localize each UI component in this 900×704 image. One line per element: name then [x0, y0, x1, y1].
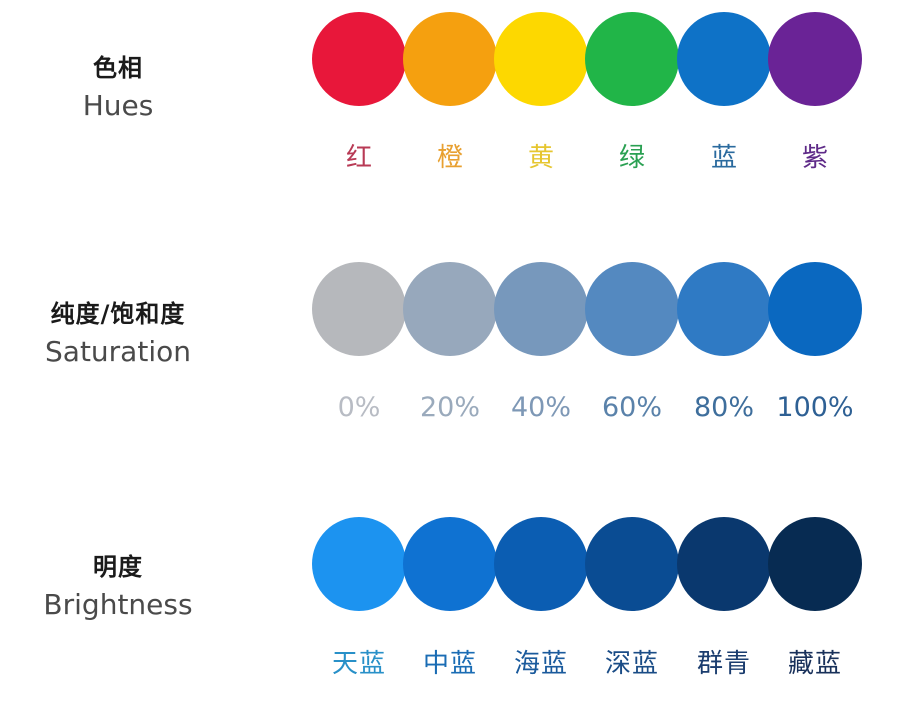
brightness-label-sky-blue: 天蓝	[331, 649, 386, 679]
saturation-swatch-0	[312, 262, 406, 356]
hues-title-zh: 色相	[93, 54, 143, 82]
hues-row: 色相 Hues 红 橙 黄 绿 蓝 紫	[0, 0, 900, 180]
saturation-title: 纯度/饱和度 Saturation	[0, 302, 236, 366]
saturation-swatches	[312, 262, 864, 356]
hues-labels: 红 橙 黄 绿 蓝 紫	[312, 137, 864, 177]
brightness-swatch-navy	[768, 517, 862, 611]
saturation-title-en: Saturation	[45, 335, 191, 368]
saturation-label-60: 60%	[601, 392, 662, 423]
hue-label-red: 红	[345, 143, 372, 173]
hue-label-purple: 紫	[801, 143, 828, 173]
hues-title-en: Hues	[82, 89, 154, 122]
saturation-row: 纯度/饱和度 Saturation 0% 20% 40% 60% 80% 100…	[0, 250, 900, 430]
saturation-label-20: 20%	[419, 392, 480, 423]
brightness-title: 明度 Brightness	[0, 555, 236, 619]
brightness-row: 明度 Brightness 天蓝 中蓝 海蓝 深蓝 群青 藏蓝	[0, 505, 900, 685]
brightness-label-navy: 藏蓝	[787, 649, 842, 679]
hue-label-blue: 蓝	[710, 143, 737, 173]
hue-swatch-green	[585, 12, 679, 106]
brightness-swatch-sea-blue	[494, 517, 588, 611]
saturation-labels: 0% 20% 40% 60% 80% 100%	[312, 392, 864, 432]
hue-swatch-purple	[768, 12, 862, 106]
hue-swatch-blue	[677, 12, 771, 106]
brightness-swatches	[312, 517, 864, 611]
brightness-label-ultramarine: 群青	[696, 649, 751, 679]
hue-label-yellow: 黄	[527, 143, 554, 173]
saturation-label-40: 40%	[510, 392, 571, 423]
hue-swatch-orange	[403, 12, 497, 106]
brightness-swatch-sky-blue	[312, 517, 406, 611]
saturation-swatch-40	[494, 262, 588, 356]
hue-label-orange: 橙	[436, 143, 463, 173]
saturation-label-80: 80%	[693, 392, 754, 423]
hues-swatches	[312, 12, 864, 106]
brightness-label-deep-blue: 深蓝	[604, 649, 659, 679]
saturation-label-100: 100%	[776, 392, 854, 423]
saturation-swatch-80	[677, 262, 771, 356]
saturation-title-zh: 纯度/饱和度	[50, 300, 186, 328]
brightness-label-sea-blue: 海蓝	[513, 649, 568, 679]
hue-swatch-yellow	[494, 12, 588, 106]
hue-swatch-red	[312, 12, 406, 106]
brightness-title-zh: 明度	[93, 553, 143, 581]
brightness-title-en: Brightness	[43, 588, 193, 621]
saturation-swatch-60	[585, 262, 679, 356]
saturation-swatch-20	[403, 262, 497, 356]
hues-title: 色相 Hues	[0, 56, 236, 120]
brightness-swatch-medium-blue	[403, 517, 497, 611]
brightness-swatch-ultramarine	[677, 517, 771, 611]
brightness-labels: 天蓝 中蓝 海蓝 深蓝 群青 藏蓝	[312, 643, 864, 683]
saturation-label-0: 0%	[337, 392, 381, 423]
saturation-swatch-100	[768, 262, 862, 356]
brightness-label-medium-blue: 中蓝	[422, 649, 477, 679]
brightness-swatch-deep-blue	[585, 517, 679, 611]
hue-label-green: 绿	[618, 143, 645, 173]
